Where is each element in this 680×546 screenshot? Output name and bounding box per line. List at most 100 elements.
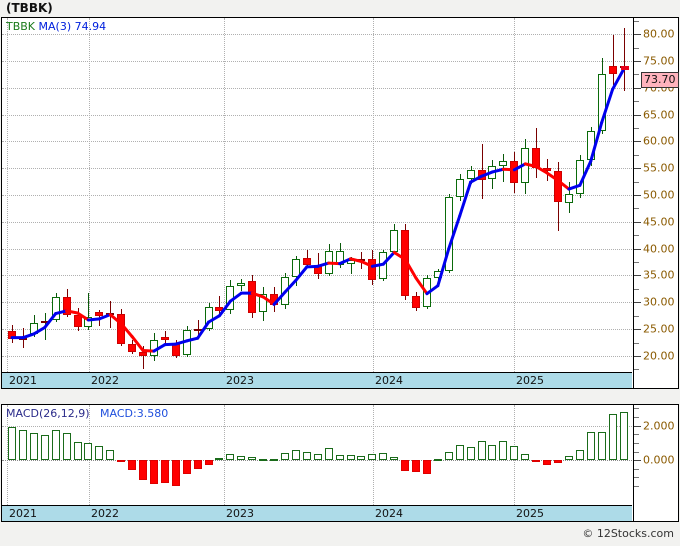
macd-bar — [346, 455, 355, 461]
price-year-gridline — [224, 18, 225, 388]
candle-body — [412, 295, 421, 308]
legend-ma-value: 74.94 — [74, 20, 107, 33]
macd-bar — [106, 449, 115, 461]
macd-bar — [313, 454, 322, 461]
candle-body — [564, 193, 573, 203]
macd-bar — [401, 460, 410, 471]
macd-bar — [226, 453, 235, 461]
macd-bar — [215, 458, 224, 461]
year-label: 2021 — [9, 374, 37, 387]
price-minor-tick — [634, 154, 639, 156]
year-label: 2022 — [91, 507, 119, 520]
macd-bar — [499, 440, 508, 461]
year-label: 2025 — [516, 507, 544, 520]
macd-year-gridline — [224, 405, 225, 521]
candle-body — [259, 294, 268, 313]
candle-wick — [612, 35, 614, 85]
last-price-marker — [620, 65, 629, 70]
macd-year-gridline — [514, 405, 515, 521]
price-tick — [634, 195, 641, 196]
price-minor-tick — [634, 262, 639, 264]
price-gridline — [2, 34, 632, 36]
candle-wick — [350, 257, 352, 275]
macd-plot-area[interactable] — [2, 405, 632, 521]
candle-body — [510, 160, 519, 184]
price-minor-tick — [634, 369, 639, 371]
macd-bar — [608, 413, 617, 461]
macd-zero-line — [2, 460, 632, 462]
candle-wick — [143, 346, 145, 369]
macd-bar — [182, 460, 191, 474]
macd-bar — [128, 460, 137, 471]
price-tick-label: 30.00 — [643, 295, 675, 309]
watermark: © 12Stocks.com — [582, 527, 674, 540]
price-year-gridline — [373, 18, 374, 388]
candle-body — [291, 259, 300, 277]
macd-bar — [335, 455, 344, 461]
macd-bar — [357, 455, 366, 461]
price-gridline — [2, 275, 632, 277]
price-minor-tick — [634, 181, 639, 183]
year-label: 2022 — [91, 374, 119, 387]
macd-bar — [117, 460, 126, 463]
candle-body — [62, 297, 71, 316]
price-tick-label: 55.00 — [643, 161, 675, 175]
legend-symbol: TBBK — [6, 20, 36, 33]
candle-body — [139, 352, 148, 357]
price-tick-label: 60.00 — [643, 134, 675, 148]
macd-minor-tick — [634, 477, 639, 479]
price-chart-panel: TBBK MA(3) 74.94 2021 2022 2023 2024 2025 20… — [1, 17, 679, 389]
macd-bar — [390, 456, 399, 461]
last-price-flag: 73.70 — [641, 71, 679, 88]
price-gridline — [2, 221, 632, 223]
candle-body — [466, 170, 475, 179]
price-tick — [634, 329, 641, 331]
macd-bar — [543, 460, 552, 465]
candle-doji — [40, 320, 49, 323]
macd-minor-tick — [634, 451, 639, 453]
price-minor-tick — [634, 288, 639, 290]
legend-ma-label: MA(3) — [38, 20, 72, 33]
price-tick — [634, 168, 641, 170]
macd-bar — [62, 433, 71, 461]
price-tick — [634, 302, 641, 304]
macd-bar — [149, 460, 158, 485]
macd-bar — [444, 452, 453, 461]
candle-body — [73, 315, 82, 327]
macd-bar — [564, 455, 573, 461]
candle-wick — [306, 249, 308, 266]
year-label: 2023 — [226, 374, 254, 387]
candle-body — [499, 160, 508, 167]
candle-body — [608, 66, 617, 74]
macd-bar — [270, 459, 279, 462]
price-tick — [634, 60, 641, 62]
price-tick-label: 25.00 — [643, 322, 675, 336]
candle-body — [84, 317, 93, 327]
macd-bar — [291, 449, 300, 461]
price-tick-label: 20.00 — [643, 349, 675, 363]
price-tick-label: 75.00 — [643, 54, 675, 68]
price-axis: 20.00 25.00 30.00 35.00 40.00 45.00 50.00 55.00… — [633, 18, 680, 388]
macd-bar — [379, 452, 388, 461]
year-label: 2024 — [375, 507, 403, 520]
price-gridline — [2, 195, 632, 196]
price-minor-tick — [634, 101, 639, 103]
macd-year-gridline — [373, 405, 374, 521]
macd-bar — [368, 454, 377, 461]
macd-bar — [18, 430, 27, 461]
price-gridline — [2, 141, 632, 143]
price-tick — [634, 355, 641, 357]
candle-wick — [88, 292, 90, 330]
candle-wick — [197, 319, 199, 336]
price-gridline — [2, 248, 632, 250]
price-plot-area[interactable] — [2, 18, 632, 388]
price-tick — [634, 114, 641, 116]
price-tick-label: 35.00 — [643, 268, 675, 282]
ma3-line — [10, 67, 626, 353]
price-minor-tick — [634, 315, 639, 317]
candle-body — [346, 260, 355, 265]
macd-minor-tick — [634, 442, 639, 444]
macd-bar — [73, 442, 82, 461]
price-gridline — [2, 87, 632, 89]
